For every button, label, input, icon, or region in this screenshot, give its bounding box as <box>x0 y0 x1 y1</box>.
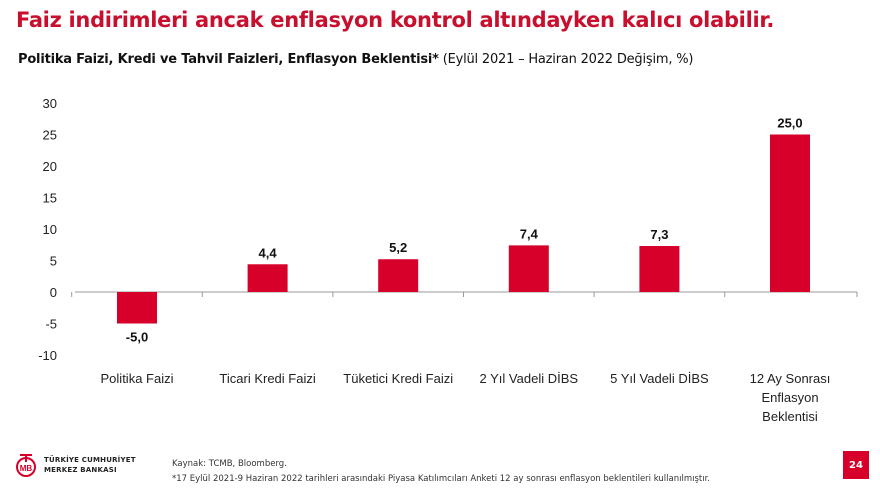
y-tick-label: 20 <box>43 159 57 174</box>
data-label: -5,0 <box>126 330 148 345</box>
slide-title: Faiz indirimleri ancak enflasyon kontrol… <box>16 8 775 32</box>
y-tick-label: 5 <box>50 254 57 269</box>
footnotes: Kaynak: TCMB, Bloomberg. *17 Eylül 2021-… <box>172 457 710 487</box>
bar <box>117 292 157 324</box>
x-category-label: Politika Faizi <box>101 371 174 386</box>
x-category-label: Tüketici Kredi Faizi <box>343 371 453 386</box>
y-tick-label: 10 <box>43 222 57 237</box>
y-tick-label: 15 <box>43 191 57 206</box>
bar <box>770 134 810 292</box>
data-label: 7,4 <box>520 226 539 241</box>
x-category-label: 5 Yıl Vadeli DİBS <box>610 371 709 386</box>
page-number: 24 <box>843 451 869 479</box>
bar <box>378 259 419 292</box>
bar-chart: -10 -5 0 5 10 15 20 25 30 -5,0 Politika Faizi 4,4 Ti… <box>38 96 858 424</box>
x-category-label: 2 Yıl Vadeli DİBS <box>480 371 579 386</box>
data-label: 4,4 <box>259 245 278 260</box>
x-category-label: 12 Ay Sonrası Enflasyon Beklentisi <box>750 371 831 424</box>
chart-subtitle-bold: Politika Faizi, Kredi ve Tahvil Faizleri… <box>18 52 439 67</box>
y-tick-label: 25 <box>43 128 57 143</box>
logo-line-1: TÜRKİYE CUMHURİYET <box>44 456 136 464</box>
y-tick-label: 30 <box>43 96 57 111</box>
data-label: 5,2 <box>389 240 407 255</box>
source-note: Kaynak: TCMB, Bloomberg. <box>172 459 287 469</box>
bar <box>508 245 549 292</box>
svg-text:MB: MB <box>20 464 33 473</box>
tcmb-logo-icon: MB <box>16 454 36 477</box>
bar <box>639 246 680 292</box>
logo-line-2: MERKEZ BANKASI <box>44 466 117 474</box>
data-label: 7,3 <box>650 227 668 242</box>
chart-subtitle-regular: (Eylül 2021 – Haziran 2022 Değişim, %) <box>438 52 694 67</box>
data-label: 25,0 <box>777 116 802 131</box>
y-tick-label: 0 <box>50 285 57 300</box>
chart-subtitle: Politika Faizi, Kredi ve Tahvil Faizleri… <box>18 52 693 67</box>
footnote: *17 Eylül 2021-9 Haziran 2022 tarihleri … <box>172 474 711 484</box>
y-tick-label: -10 <box>38 348 57 363</box>
x-category-label: Ticari Kredi Faizi <box>219 371 315 386</box>
y-tick-label: -5 <box>45 317 57 332</box>
tcmb-logo: MB TÜRKİYE CUMHURİYET MERKEZ BANKASI <box>12 452 136 478</box>
bar <box>247 264 288 292</box>
